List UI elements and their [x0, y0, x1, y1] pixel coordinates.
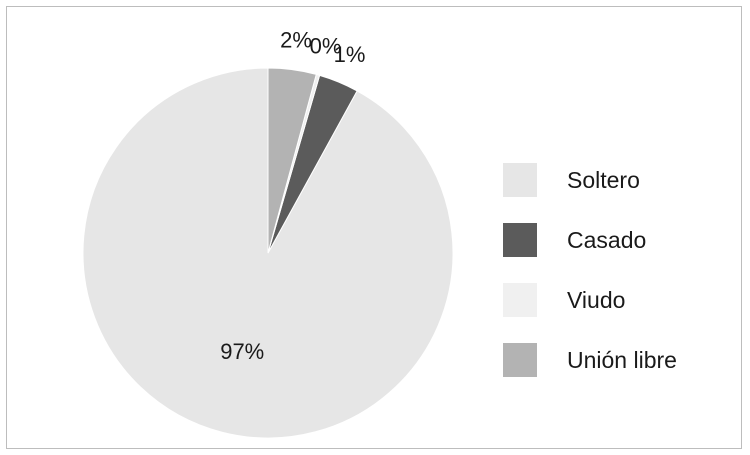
data-label-union-libre: 2%: [280, 28, 312, 53]
legend-swatch-viudo: [503, 283, 537, 317]
pie-slice-union-libre: [267, 67, 317, 254]
legend-label-union-libre: Unión libre: [567, 347, 677, 373]
pie-slices: [82, 67, 454, 439]
legend-swatch-soltero: [503, 163, 537, 197]
data-label-soltero: 97%: [220, 339, 264, 364]
legend: Soltero Casado Viudo Unión libre: [503, 163, 677, 377]
legend-swatch-casado: [503, 223, 537, 257]
legend-swatch-union-libre: [503, 343, 537, 377]
legend-label-casado: Casado: [567, 227, 646, 253]
legend-label-soltero: Soltero: [567, 167, 640, 193]
legend-label-viudo: Viudo: [567, 287, 625, 313]
data-label-casado: 1%: [334, 42, 366, 67]
pie-data-labels: 97% 1%0%2%: [220, 28, 365, 364]
data-label-viudo: 0%: [310, 34, 342, 59]
